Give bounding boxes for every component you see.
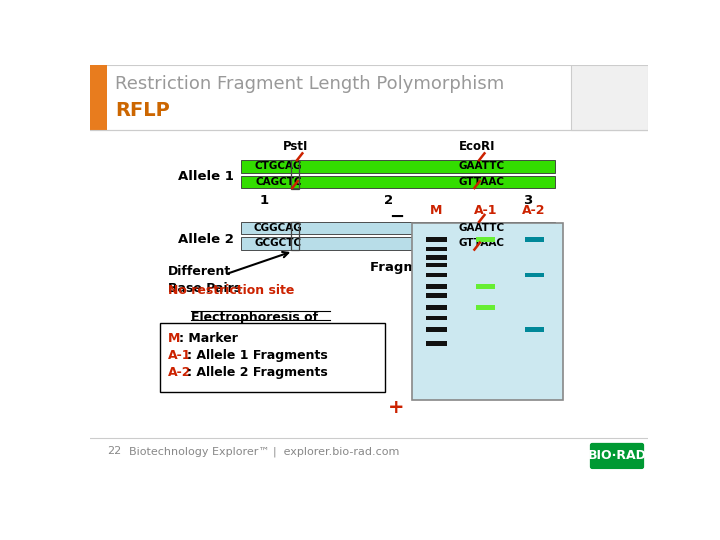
Text: GAATTC: GAATTC	[459, 161, 505, 171]
Text: 2: 2	[384, 194, 393, 207]
Text: A-2: A-2	[522, 204, 546, 217]
Bar	[476, 305, 495, 309]
Text: M: M	[431, 204, 443, 217]
Bar	[426, 273, 447, 278]
Bar	[426, 284, 447, 289]
Text: 22: 22	[107, 447, 121, 456]
Bar	[291, 222, 300, 251]
Text: A-1: A-1	[168, 349, 191, 362]
Text: 3: 3	[523, 256, 533, 269]
Text: Restriction Fragment Length Polymorphism: Restriction Fragment Length Polymorphism	[114, 75, 504, 93]
Bar	[426, 237, 447, 242]
Text: PstI: PstI	[283, 140, 308, 153]
Text: CGGCAG: CGGCAG	[254, 223, 302, 233]
Bar	[90, 65, 107, 130]
Bar	[426, 294, 447, 298]
Text: CAGCTC: CAGCTC	[255, 177, 302, 187]
Text: GCGCTC: GCGCTC	[255, 239, 302, 248]
Text: +: +	[387, 398, 404, 417]
Bar	[476, 284, 495, 289]
Bar	[291, 160, 300, 189]
Bar	[525, 327, 544, 332]
Text: : Marker: : Marker	[179, 332, 238, 345]
Text: Allele 1: Allele 1	[178, 170, 233, 183]
Text: Electrophoresis of
restriction fragments: Electrophoresis of restriction fragments	[191, 311, 341, 342]
Text: : Allele 1 Fragments: : Allele 1 Fragments	[187, 349, 328, 362]
Bar	[426, 255, 447, 260]
Text: Different
Base Pairs: Different Base Pairs	[168, 265, 240, 295]
Text: A-1: A-1	[474, 204, 497, 217]
FancyBboxPatch shape	[590, 443, 644, 469]
Bar	[525, 273, 544, 278]
Bar	[160, 323, 384, 392]
Text: CTGCAG: CTGCAG	[255, 161, 302, 171]
Text: BIO·RAD: BIO·RAD	[588, 449, 647, 462]
Text: Biotechnology Explorer™ |  explorer.bio-rad.com: Biotechnology Explorer™ | explorer.bio-r…	[129, 446, 399, 457]
Bar	[412, 222, 563, 400]
Bar	[426, 327, 447, 332]
Bar	[476, 237, 495, 242]
Text: 3: 3	[523, 194, 533, 207]
Bar	[241, 160, 555, 173]
Text: GTTAAC: GTTAAC	[459, 239, 505, 248]
Text: GAATTC: GAATTC	[459, 223, 505, 233]
Bar	[426, 316, 447, 320]
Text: A-2: A-2	[168, 366, 191, 379]
Bar	[426, 247, 447, 251]
Text: −: −	[389, 207, 404, 226]
Bar	[90, 65, 648, 130]
Text: GTTAAC: GTTAAC	[459, 177, 505, 187]
Text: : Allele 2 Fragments: : Allele 2 Fragments	[187, 366, 328, 379]
Text: EcoRI: EcoRI	[459, 140, 496, 153]
Text: RFLP: RFLP	[114, 102, 169, 120]
Text: No restriction site: No restriction site	[168, 284, 294, 297]
Bar	[525, 237, 544, 242]
Text: Fragment 1+2: Fragment 1+2	[370, 261, 476, 274]
Bar	[241, 222, 555, 234]
Text: Allele 2: Allele 2	[178, 233, 233, 246]
Bar	[426, 262, 447, 267]
Bar	[241, 176, 555, 188]
Bar	[426, 305, 447, 309]
Bar	[241, 237, 555, 249]
Text: 1: 1	[260, 194, 269, 207]
Bar	[426, 341, 447, 346]
Bar	[570, 65, 648, 130]
Text: M: M	[168, 332, 180, 345]
